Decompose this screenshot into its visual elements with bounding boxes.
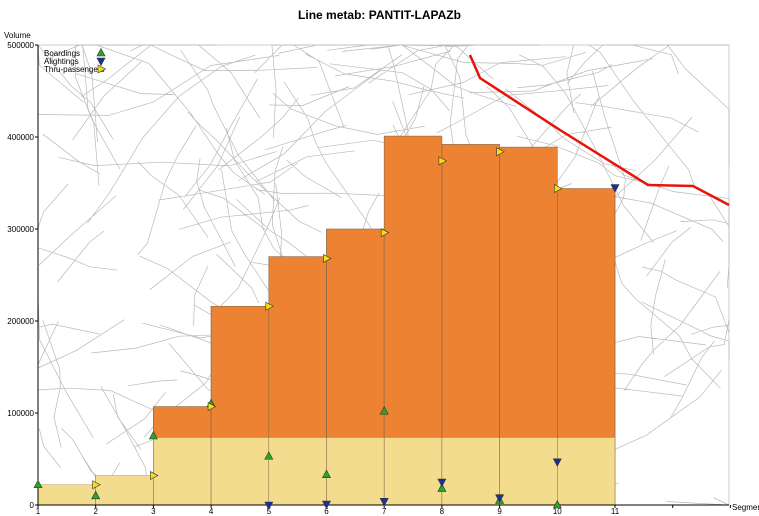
x-tick-label: 11 [611,507,620,516]
chart-title: Line metab: PANTIT-LAPAZb [298,8,461,22]
alightings-marker [437,478,447,488]
legend-boardings-marker [96,47,106,57]
base-volume-bar [326,437,385,505]
base-volume-bar [557,437,615,505]
base-volume-bar [384,437,442,505]
thru-passengers-marker [323,253,332,263]
route-line [468,54,730,207]
thru-passengers-marker [150,471,159,481]
alightings-marker [264,501,274,511]
x-axis-label: Segment [732,503,759,512]
alightings-marker [379,498,389,507]
x-tick-label: 8 [440,507,445,516]
alightings-marker [552,458,562,467]
thru-passengers-marker [553,184,563,194]
legend-alightings-marker [96,57,106,67]
base-volume-bar [441,437,500,505]
x-tick-label: 5 [267,507,272,516]
thru-passengers-marker [265,301,274,311]
x-tick-label: 4 [209,507,214,516]
boardings-marker [33,479,43,489]
base-volume-bar [499,437,558,505]
boardings-marker [264,451,274,460]
y-tick-label: 0 [30,501,35,510]
base-volume-bar [95,475,154,505]
thru-passengers-marker [92,480,101,490]
boardings-marker [322,469,331,478]
legend-label: Alightings [44,57,79,66]
alightings-marker [610,184,620,193]
x-tick-label: 3 [151,507,156,516]
x-tick-label: 10 [553,507,562,516]
y-tick-label: 500000 [7,41,34,50]
thru-passengers-marker [207,402,217,412]
thru-passengers-marker [380,228,390,238]
x-tick-label: 7 [382,507,387,516]
boardings-marker [91,490,101,500]
base-volume-bar [268,437,327,505]
x-tick-label: 2 [93,507,98,516]
boardings-marker [148,430,158,440]
y-tick-label: 100000 [7,409,34,418]
y-axis-label: Volume [4,31,31,40]
x-tick-label: 1 [36,507,41,516]
thru-passengers-marker [438,156,448,166]
legend-thru-passengers-marker [97,64,107,74]
base-volume-bar [38,484,96,505]
legend-label: Thru-passengers [44,65,104,74]
x-tick-label: 9 [497,507,502,516]
volume-bars [37,135,616,506]
legend-label: Boardings [44,49,80,58]
boardings-marker [379,406,389,415]
boardings-marker [552,499,562,509]
boardings-marker [437,483,447,492]
alightings-marker [322,500,331,510]
base-volume-bar [211,437,269,505]
y-tick-label: 300000 [7,225,34,234]
x-tick-label: 6 [324,507,329,516]
y-tick-label: 400000 [7,133,34,142]
markers [33,147,620,511]
route-polyline [468,54,730,207]
thru-passengers-marker [496,147,505,157]
base-volume-bar [153,437,212,505]
alightings-marker [495,494,505,503]
y-tick-label: 200000 [7,317,34,326]
